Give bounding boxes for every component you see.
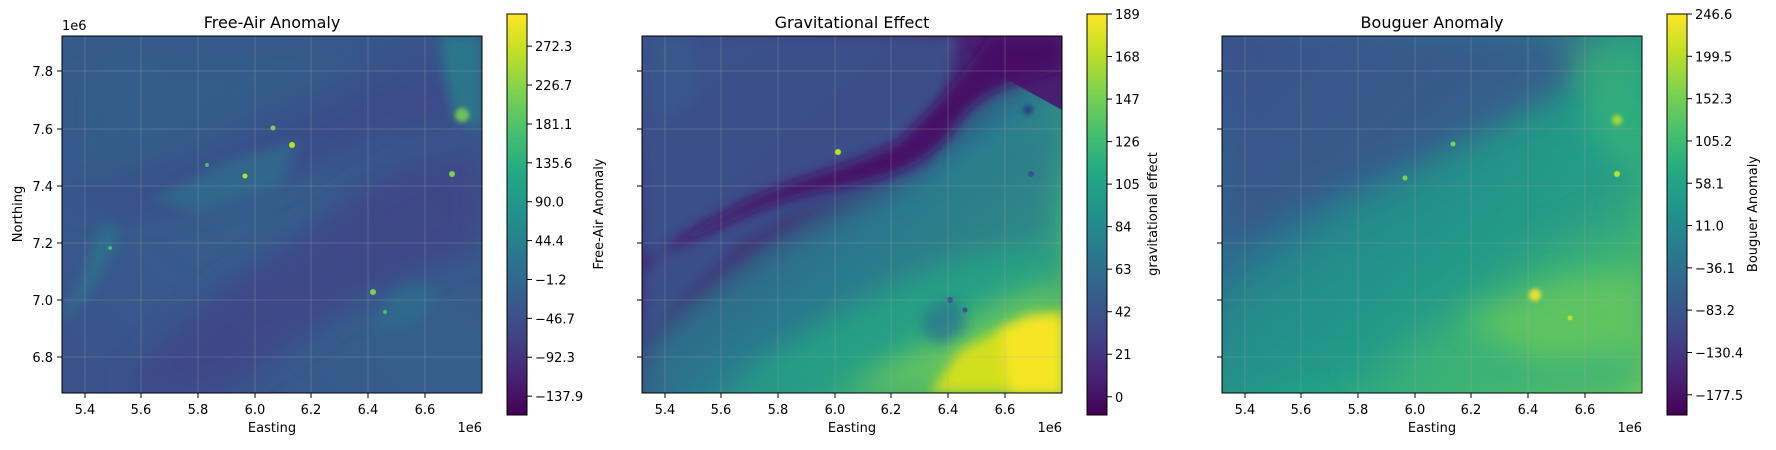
y-tick-label: 6.8 bbox=[32, 351, 53, 366]
y-offset-text: 1e6 bbox=[62, 19, 87, 34]
colorbar-tick-label: −92.3 bbox=[535, 351, 575, 366]
heatmap-field bbox=[642, 36, 1062, 393]
plot-frame bbox=[1221, 35, 1643, 394]
panel-title: Bouguer Anomaly bbox=[1361, 13, 1504, 32]
colorbar-bar bbox=[1086, 13, 1108, 416]
x-axis-label: Easting bbox=[248, 421, 296, 436]
colorbar-tick-label: 44.4 bbox=[535, 235, 564, 250]
panel-title: Gravitational Effect bbox=[775, 13, 930, 32]
panel-free-air: Free-Air Anomaly bbox=[11, 13, 607, 436]
colorbar-tick-label: 246.6 bbox=[1695, 8, 1732, 23]
x-tick-label: 6.2 bbox=[1461, 403, 1482, 418]
x-offset-text: 1e6 bbox=[1617, 421, 1642, 436]
colorbar-tick-label: 21 bbox=[1115, 348, 1132, 363]
colorbar-tick-label: 168 bbox=[1115, 51, 1140, 66]
colorbar-tick-label: 126 bbox=[1115, 136, 1140, 151]
y-tick-label: 7.0 bbox=[32, 294, 53, 309]
y-tick-label: 7.6 bbox=[32, 123, 53, 138]
x-tick-label: 6.6 bbox=[995, 403, 1016, 418]
x-tick-label: 5.4 bbox=[75, 403, 96, 418]
colorbar-tick-label: 84 bbox=[1115, 221, 1132, 236]
x-tick-label: 6.4 bbox=[358, 403, 379, 418]
x-tick-label: 5.8 bbox=[188, 403, 209, 418]
y-tick-label: 7.4 bbox=[32, 180, 53, 195]
colorbar-tick-label: 189 bbox=[1115, 8, 1140, 23]
panel-gravitational-effect: Gravitational Effect bbox=[637, 8, 1161, 436]
x-tick-label: 5.4 bbox=[655, 403, 676, 418]
x-tick-label: 6.0 bbox=[825, 403, 846, 418]
y-ticks bbox=[637, 70, 642, 358]
heatmap-field bbox=[1222, 36, 1642, 393]
colorbar-tick-label: 42 bbox=[1115, 306, 1132, 321]
colorbar-label: Bouguer Anomaly bbox=[1746, 156, 1761, 272]
colorbar-tick-label: −177.5 bbox=[1695, 389, 1743, 404]
colorbar-label: Free-Air Anomaly bbox=[592, 158, 607, 269]
x-tick-label: 6.2 bbox=[881, 403, 902, 418]
colorbar-tick-label: −137.9 bbox=[535, 390, 583, 405]
x-tick-label: 6.0 bbox=[245, 403, 266, 418]
colorbar-tick-label: −83.2 bbox=[1695, 304, 1735, 319]
plot-frame bbox=[641, 35, 1063, 394]
x-tick-label: 5.6 bbox=[711, 403, 732, 418]
colorbar-tick-label: 105 bbox=[1115, 178, 1140, 193]
x-tick-label: 5.8 bbox=[768, 403, 789, 418]
x-tick-label: 6.2 bbox=[301, 403, 322, 418]
colorbar-tick-label: −46.7 bbox=[535, 312, 575, 327]
x-offset-text: 1e6 bbox=[457, 421, 482, 436]
x-tick-label: 6.4 bbox=[1518, 403, 1539, 418]
colorbar-tick-label: 63 bbox=[1115, 263, 1132, 278]
colorbar-tick-label: 90.0 bbox=[535, 196, 564, 211]
y-tick-label: 7.8 bbox=[32, 65, 53, 80]
colorbar-tick-label: −36.1 bbox=[1695, 262, 1735, 277]
heatmap-field bbox=[62, 36, 482, 393]
x-offset-text: 1e6 bbox=[1037, 421, 1062, 436]
colorbar-bar bbox=[1666, 13, 1688, 416]
colorbar-tick-label: −1.2 bbox=[535, 274, 567, 289]
grid bbox=[1222, 36, 1642, 393]
colorbar-tick-label: 105.2 bbox=[1695, 135, 1732, 150]
colorbar-tick-label: 181.1 bbox=[535, 118, 572, 133]
colorbar-tick-label: 147 bbox=[1115, 93, 1140, 108]
panel-title: Free-Air Anomaly bbox=[204, 13, 341, 32]
x-axis-label: Easting bbox=[828, 421, 876, 436]
grid bbox=[642, 36, 1062, 393]
x-tick-label: 5.6 bbox=[1291, 403, 1312, 418]
x-tick-label: 6.6 bbox=[415, 403, 436, 418]
colorbar-tick-label: −130.4 bbox=[1695, 347, 1743, 362]
colorbar-tick-label: 0 bbox=[1115, 391, 1123, 406]
x-ticks bbox=[1244, 393, 1586, 398]
x-tick-label: 6.6 bbox=[1575, 403, 1596, 418]
x-axis-label: Easting bbox=[1408, 421, 1456, 436]
y-ticks bbox=[57, 70, 62, 358]
colorbar-tick-label: 11.0 bbox=[1695, 220, 1724, 235]
colorbar-tick-label: 226.7 bbox=[535, 79, 572, 94]
x-ticks bbox=[84, 393, 426, 398]
colorbar-label: gravitational effect bbox=[1146, 152, 1161, 276]
x-tick-label: 5.4 bbox=[1235, 403, 1256, 418]
grid bbox=[62, 36, 482, 393]
x-tick-label: 5.6 bbox=[131, 403, 152, 418]
x-ticks bbox=[664, 393, 1006, 398]
y-axis-label: Northing bbox=[11, 186, 26, 242]
colorbar-tick-label: 152.3 bbox=[1695, 93, 1732, 108]
colorbar: −137.9 −92.3 −46.7 −1.2 44.4 90.0 135.6 181.1 22… bbox=[506, 13, 607, 416]
y-tick-label: 7.2 bbox=[32, 237, 53, 252]
colorbar: 0 21 42 63 84 105 126 147 168 189 gravitational e… bbox=[1086, 8, 1161, 416]
plot-frame bbox=[61, 35, 483, 394]
colorbar-tick-label: 272.3 bbox=[535, 40, 572, 55]
colorbar-tick-label: 135.6 bbox=[535, 157, 572, 172]
colorbar-tick-label: 58.1 bbox=[1695, 177, 1724, 192]
colorbar-tick-label: 199.5 bbox=[1695, 50, 1732, 65]
x-tick-label: 6.0 bbox=[1405, 403, 1426, 418]
panel-bouguer-anomaly: Bouguer Anomaly 5.4 5.6 5.8 6.0 bbox=[1217, 8, 1761, 436]
x-tick-label: 5.8 bbox=[1348, 403, 1369, 418]
colorbar-bar bbox=[506, 13, 528, 416]
y-ticks bbox=[1217, 70, 1222, 358]
colorbar: −177.5 −130.4 −83.2 −36.1 11.0 58.1 105.2 152.3… bbox=[1666, 8, 1761, 416]
x-tick-label: 6.4 bbox=[938, 403, 959, 418]
